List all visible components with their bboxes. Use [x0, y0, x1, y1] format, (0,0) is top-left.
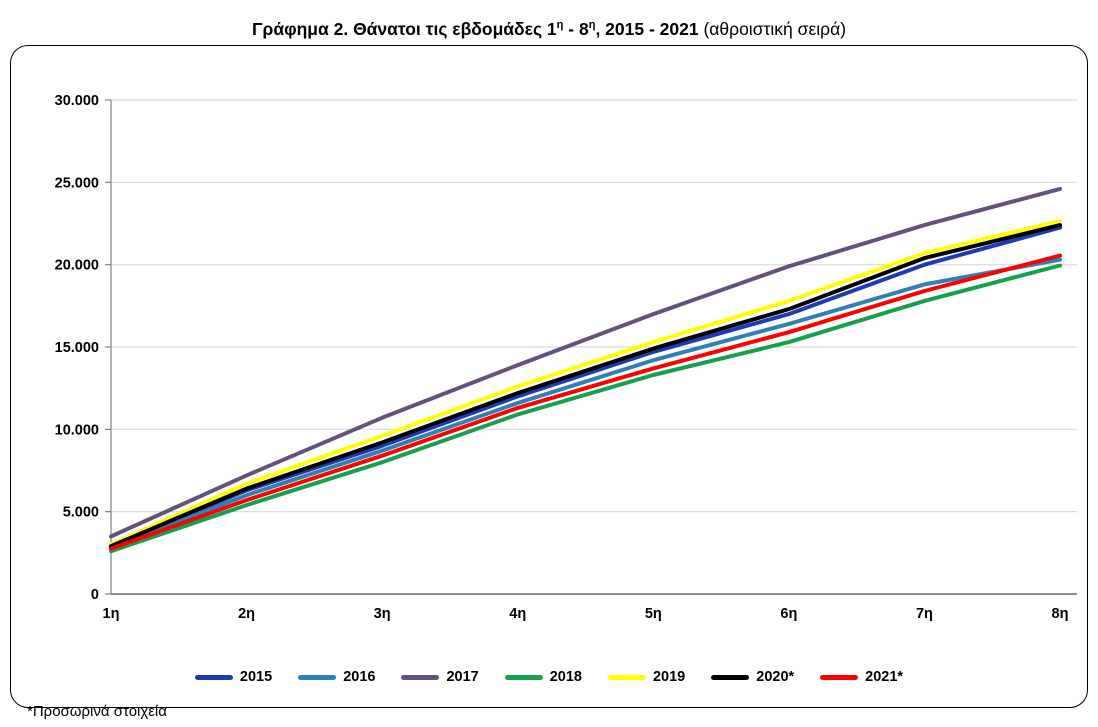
x-axis-tick-label: 8η [1052, 606, 1069, 622]
y-axis-tick-label: 15.000 [55, 340, 99, 356]
series-line-2019 [109, 219, 1062, 547]
footnote: *Προσωρινά στοιχεία [27, 703, 167, 720]
y-axis-tick-label: 20.000 [55, 258, 99, 274]
y-axis-tick-label: 5.000 [63, 505, 99, 521]
x-axis-tick-label: 3η [374, 606, 391, 622]
x-axis-tick-label: 2η [238, 606, 255, 622]
legend-swatch-icon [711, 674, 750, 680]
y-axis-tick-label: 30.000 [55, 93, 99, 109]
series-line-2016 [109, 257, 1062, 550]
legend-item-2016: 2016 [298, 669, 375, 685]
y-axis-tick-label: 10.000 [55, 422, 99, 438]
legend-item-2017: 2017 [401, 669, 479, 685]
legend-swatch-icon [298, 674, 337, 680]
x-axis-tick-label: 5η [645, 606, 662, 622]
legend-label: 2016 [343, 669, 376, 685]
chart-title: Γράφημα 2. Θάνατοι τις εβδομάδες 1η - 8η… [0, 14, 1098, 40]
line-chart: 30.000 25.000 20.000 15.000 10.000 5.000 01η 2η… [55, 93, 1077, 622]
legend-item-2020: 2020* [711, 669, 794, 685]
y-axis-tick-label: 0 [91, 587, 99, 603]
x-axis-tick-label: 1η [103, 606, 120, 622]
legend-item-2015: 2015 [194, 669, 273, 685]
legend-item-2018: 2018 [504, 669, 582, 685]
chart-title-main: Γράφημα 2. Θάνατοι τις εβδομάδες 1 [251, 18, 557, 39]
series-line-2017 [109, 186, 1062, 539]
x-axis-tick-label: 6η [780, 606, 797, 622]
y-axis-tick-label: 25.000 [55, 175, 99, 191]
legend: 2015 2016 2017 2018 2019 2020* 2021* [11, 669, 1087, 685]
series-line-2021 [109, 253, 1062, 551]
legend-swatch-icon [820, 674, 859, 680]
legend-label: 2017 [446, 669, 479, 685]
legend-swatch-icon [607, 674, 646, 680]
chart-title-main-3: , 2015 - 2021 [595, 18, 699, 39]
chart-title-sup-2: η [588, 19, 596, 31]
legend-swatch-icon [401, 674, 440, 680]
legend-item-2019: 2019 [607, 669, 686, 685]
series-line-2020 [109, 223, 1062, 549]
legend-item-2021: 2021* [820, 669, 903, 685]
legend-swatch-icon [194, 674, 233, 680]
legend-label: 2020* [756, 669, 795, 685]
x-axis-tick-label: 7η [916, 606, 933, 622]
x-axis-tick-label: 4η [509, 606, 526, 622]
legend-label: 2018 [549, 669, 582, 685]
chart-title-sup-1: η [556, 19, 564, 31]
chart-title-main-2: - 8 [563, 18, 589, 39]
chart-frame: 30.000 25.000 20.000 15.000 10.000 5.000 0 1η 2η… [10, 45, 1088, 708]
legend-swatch-icon [504, 674, 543, 680]
legend-label: 2021* [865, 669, 904, 685]
legend-label: 2015 [239, 669, 273, 685]
series-line-2018 [109, 263, 1062, 554]
chart-title-subtitle: (αθροιστική σειρά) [698, 18, 847, 39]
legend-label: 2019 [652, 669, 686, 685]
